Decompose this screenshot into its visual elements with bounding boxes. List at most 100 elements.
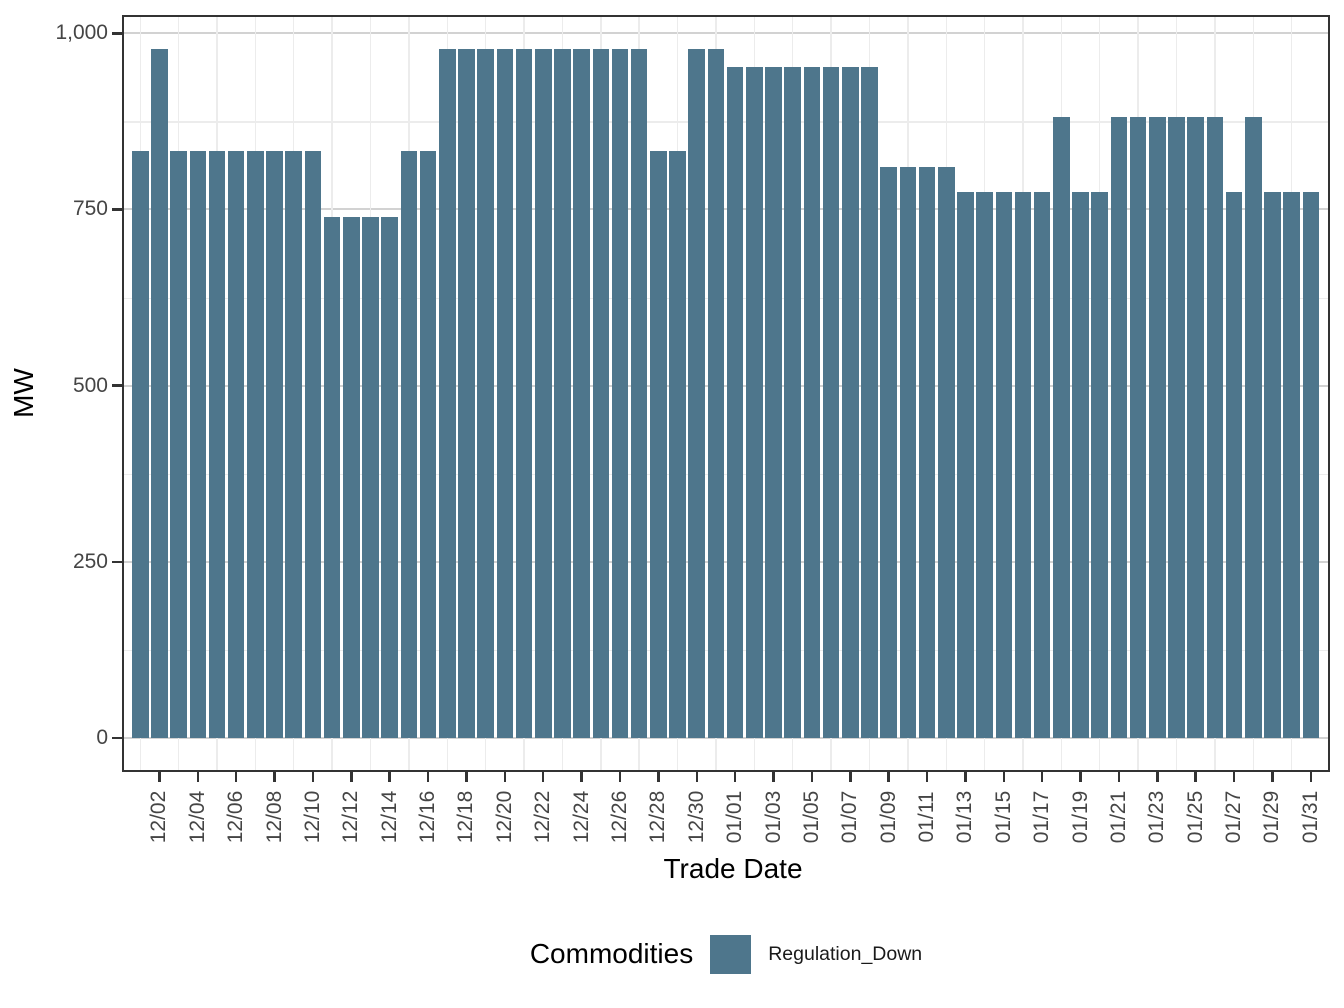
x-axis-tick bbox=[541, 772, 545, 782]
bar-01/06 bbox=[822, 67, 840, 738]
bar-12/17 bbox=[438, 48, 456, 738]
bar-12/04 bbox=[189, 151, 207, 738]
x-axis-tick-label: 01/23 bbox=[1145, 790, 1169, 844]
bar-01/20 bbox=[1091, 191, 1109, 738]
x-axis-title: Trade Date bbox=[663, 853, 803, 884]
x-axis-tick bbox=[849, 772, 852, 782]
bar-12/15 bbox=[400, 151, 418, 738]
x-axis-tick bbox=[234, 772, 238, 782]
gridline-minor-h bbox=[124, 473, 1328, 476]
legend-title: Commodities bbox=[529, 938, 694, 969]
y-axis-tick bbox=[112, 208, 122, 211]
x-axis-tick-label: 12/22 bbox=[531, 790, 555, 844]
gridline-major-h bbox=[124, 560, 1328, 563]
bar-01/25 bbox=[1187, 117, 1204, 738]
x-axis-tick bbox=[350, 772, 353, 782]
bar-12/28 bbox=[650, 151, 667, 738]
bar-12/18 bbox=[458, 48, 475, 738]
bar-12/13 bbox=[362, 216, 379, 738]
x-axis-tick bbox=[657, 772, 660, 782]
bar-01/24 bbox=[1168, 117, 1185, 738]
y-axis-tick-label: 750 bbox=[72, 197, 108, 221]
y-axis-tick bbox=[112, 560, 122, 564]
bar-01/12 bbox=[937, 167, 955, 738]
bar-12/01 bbox=[131, 151, 149, 738]
x-axis-tick bbox=[1002, 772, 1006, 782]
x-axis-tick-label: 12/10 bbox=[300, 790, 324, 844]
x-axis-tick bbox=[503, 772, 507, 782]
x-axis-tick bbox=[1040, 772, 1044, 782]
legend-swatch bbox=[710, 934, 752, 974]
y-axis-tick bbox=[112, 32, 122, 35]
x-axis-tick-label: 01/15 bbox=[991, 790, 1015, 844]
y-axis-title: MW bbox=[8, 368, 39, 418]
x-axis-tick bbox=[1079, 772, 1082, 782]
bar-12/26 bbox=[611, 48, 629, 738]
x-axis-tick-label: 01/17 bbox=[1030, 790, 1054, 844]
bar-01/21 bbox=[1110, 117, 1128, 738]
x-axis-tick-label: 01/25 bbox=[1183, 790, 1207, 844]
legend: Commodities Regulation_Down bbox=[122, 927, 1330, 981]
x-axis-tick bbox=[465, 772, 468, 782]
x-axis-tick-label: 12/30 bbox=[684, 790, 708, 844]
bar-12/25 bbox=[592, 48, 610, 738]
bar-12/06 bbox=[227, 151, 245, 738]
bar-01/14 bbox=[976, 191, 993, 738]
x-axis-tick-label: 01/29 bbox=[1260, 790, 1284, 844]
bar-12/10 bbox=[304, 151, 322, 738]
bar-01/22 bbox=[1129, 117, 1147, 738]
x-axis-tick bbox=[925, 772, 929, 782]
bar-12/22 bbox=[534, 48, 552, 738]
bar-01/30 bbox=[1283, 191, 1300, 738]
x-axis-tick-label: 12/20 bbox=[492, 790, 516, 844]
x-axis-tick-label: 12/02 bbox=[147, 790, 171, 844]
y-axis-tick-label: 250 bbox=[72, 549, 108, 573]
legend-label: Regulation_Down bbox=[768, 942, 923, 965]
bar-01/02 bbox=[746, 67, 763, 738]
bar-12/31 bbox=[707, 48, 725, 738]
bar-01/10 bbox=[899, 167, 917, 738]
gridline-major-h bbox=[124, 737, 1328, 739]
bar-01/23 bbox=[1149, 117, 1166, 738]
y-axis-tick-label: 0 bbox=[96, 726, 108, 749]
x-axis-tick bbox=[1271, 772, 1274, 782]
bar-12/03 bbox=[170, 151, 187, 738]
bar-01/28 bbox=[1244, 117, 1262, 738]
x-axis-tick-label: 01/11 bbox=[915, 791, 939, 843]
bar-01/05 bbox=[803, 67, 821, 738]
y-axis-tick-label: 500 bbox=[72, 373, 108, 397]
bar-01/07 bbox=[841, 67, 859, 738]
bar-01/27 bbox=[1225, 191, 1243, 738]
y-axis-tick bbox=[112, 736, 122, 740]
x-axis-tick-label: 01/21 bbox=[1106, 790, 1130, 844]
x-axis-tick-label: 01/19 bbox=[1068, 790, 1092, 844]
x-axis-tick bbox=[964, 772, 967, 782]
y-axis-tick bbox=[112, 384, 122, 387]
x-axis-tick-label: 12/12 bbox=[339, 790, 363, 844]
x-axis-tick bbox=[426, 772, 430, 782]
x-axis-tick-label: 01/03 bbox=[761, 790, 785, 844]
bar-01/04 bbox=[784, 67, 801, 738]
gridline-minor-h bbox=[124, 121, 1328, 123]
x-axis-tick bbox=[772, 772, 775, 782]
bar-01/17 bbox=[1033, 191, 1051, 738]
x-axis-tick bbox=[887, 772, 890, 782]
bar-12/08 bbox=[266, 151, 283, 738]
x-axis-tick-label: 12/08 bbox=[262, 790, 286, 844]
bar-12/12 bbox=[343, 216, 360, 738]
x-axis-tick bbox=[1309, 772, 1313, 782]
x-axis-tick-label: 12/24 bbox=[569, 790, 593, 844]
bar-01/15 bbox=[995, 191, 1013, 738]
x-axis-tick-label: 01/27 bbox=[1222, 790, 1246, 844]
gridline-major-h bbox=[124, 384, 1328, 387]
bar-01/26 bbox=[1206, 117, 1224, 738]
x-axis-tick-label: 01/09 bbox=[876, 790, 900, 844]
bar-01/31 bbox=[1302, 191, 1320, 738]
bar-01/16 bbox=[1014, 191, 1032, 738]
bar-12/11 bbox=[323, 216, 341, 738]
x-axis-tick bbox=[311, 772, 315, 782]
gridline-major-h bbox=[124, 32, 1328, 35]
bar-12/05 bbox=[208, 151, 226, 738]
x-axis-tick bbox=[810, 772, 814, 782]
